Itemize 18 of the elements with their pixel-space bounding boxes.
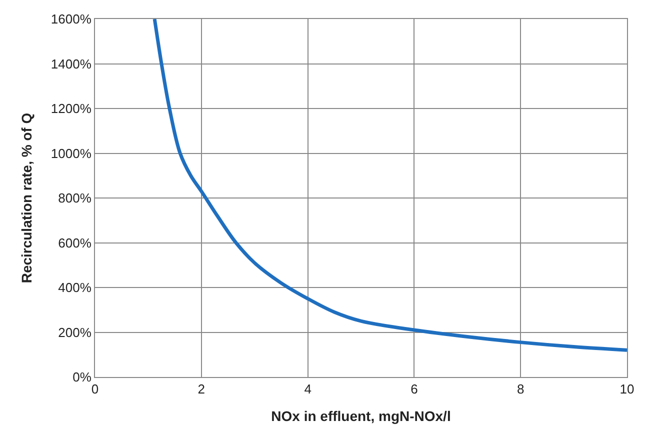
x-axis-title: NOx in effluent, mgN-NOx/l bbox=[271, 408, 451, 424]
line-series bbox=[152, 19, 627, 352]
x-tick-label: 2 bbox=[198, 382, 206, 397]
y-tick-label: 1000% bbox=[50, 146, 92, 161]
x-tick-label: 6 bbox=[410, 382, 418, 397]
y-tick-label: 0% bbox=[72, 370, 92, 385]
y-tick-label: 800% bbox=[58, 190, 92, 206]
y-tick-label: 1600% bbox=[50, 12, 92, 27]
x-tick-label: 0 bbox=[91, 382, 99, 397]
y-tick-label: 400% bbox=[58, 280, 92, 296]
x-tick-label: 8 bbox=[516, 382, 524, 397]
y-tick-label: 200% bbox=[58, 324, 92, 340]
y-tick-label: 1200% bbox=[50, 101, 92, 116]
y-axis-title: Recirculation rate, % of Q bbox=[18, 112, 35, 284]
y-tick-label: 1400% bbox=[50, 56, 92, 72]
x-tick-label: 4 bbox=[304, 382, 312, 397]
x-tick-label: 10 bbox=[620, 382, 634, 397]
y-tick-label: 600% bbox=[58, 235, 92, 250]
